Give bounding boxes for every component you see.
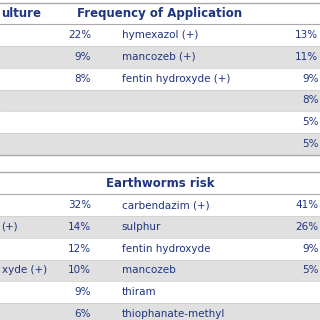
Text: thiram: thiram [122, 287, 156, 297]
Text: 26%: 26% [295, 222, 318, 232]
Text: 9%: 9% [75, 52, 91, 62]
Text: ulture: ulture [2, 7, 42, 20]
Text: 9%: 9% [302, 244, 318, 254]
Bar [0, 260, 320, 281]
Bar [0, 133, 320, 155]
Text: xyde (+): xyde (+) [2, 265, 47, 276]
Text: 32%: 32% [68, 200, 91, 210]
Bar [0, 3, 320, 24]
Text: 41%: 41% [295, 200, 318, 210]
Text: carbendazim (+): carbendazim (+) [122, 200, 209, 210]
Bar [0, 68, 320, 90]
Text: (+): (+) [2, 222, 18, 232]
Text: Earthworms risk: Earthworms risk [106, 177, 214, 190]
Text: 22%: 22% [68, 30, 91, 40]
Bar [0, 281, 320, 303]
Bar [0, 111, 320, 133]
Text: thiophanate-methyl: thiophanate-methyl [122, 309, 225, 319]
Text: 12%: 12% [68, 244, 91, 254]
Text: Frequency of Application: Frequency of Application [77, 7, 243, 20]
Text: 5%: 5% [302, 117, 318, 127]
Bar [0, 46, 320, 68]
Text: hymexazol (+): hymexazol (+) [122, 30, 198, 40]
Text: 9%: 9% [75, 287, 91, 297]
Bar [0, 303, 320, 320]
Text: 8%: 8% [302, 95, 318, 106]
Bar [0, 194, 320, 216]
Text: mancozeb (+): mancozeb (+) [122, 52, 195, 62]
Text: 5%: 5% [302, 139, 318, 149]
Text: fentin hydroxyde (+): fentin hydroxyde (+) [122, 74, 230, 84]
Text: 9%: 9% [302, 74, 318, 84]
Text: 8%: 8% [75, 74, 91, 84]
Text: 6%: 6% [75, 309, 91, 319]
Bar [0, 216, 320, 238]
Text: 5%: 5% [302, 265, 318, 276]
Text: 11%: 11% [295, 52, 318, 62]
Bar [0, 24, 320, 46]
Text: mancozeb: mancozeb [122, 265, 175, 276]
Bar [0, 90, 320, 111]
Bar [0, 172, 320, 194]
Text: 13%: 13% [295, 30, 318, 40]
Text: 10%: 10% [68, 265, 91, 276]
Bar [0, 238, 320, 260]
Text: fentin hydroxyde: fentin hydroxyde [122, 244, 210, 254]
Text: sulphur: sulphur [122, 222, 161, 232]
Text: 14%: 14% [68, 222, 91, 232]
